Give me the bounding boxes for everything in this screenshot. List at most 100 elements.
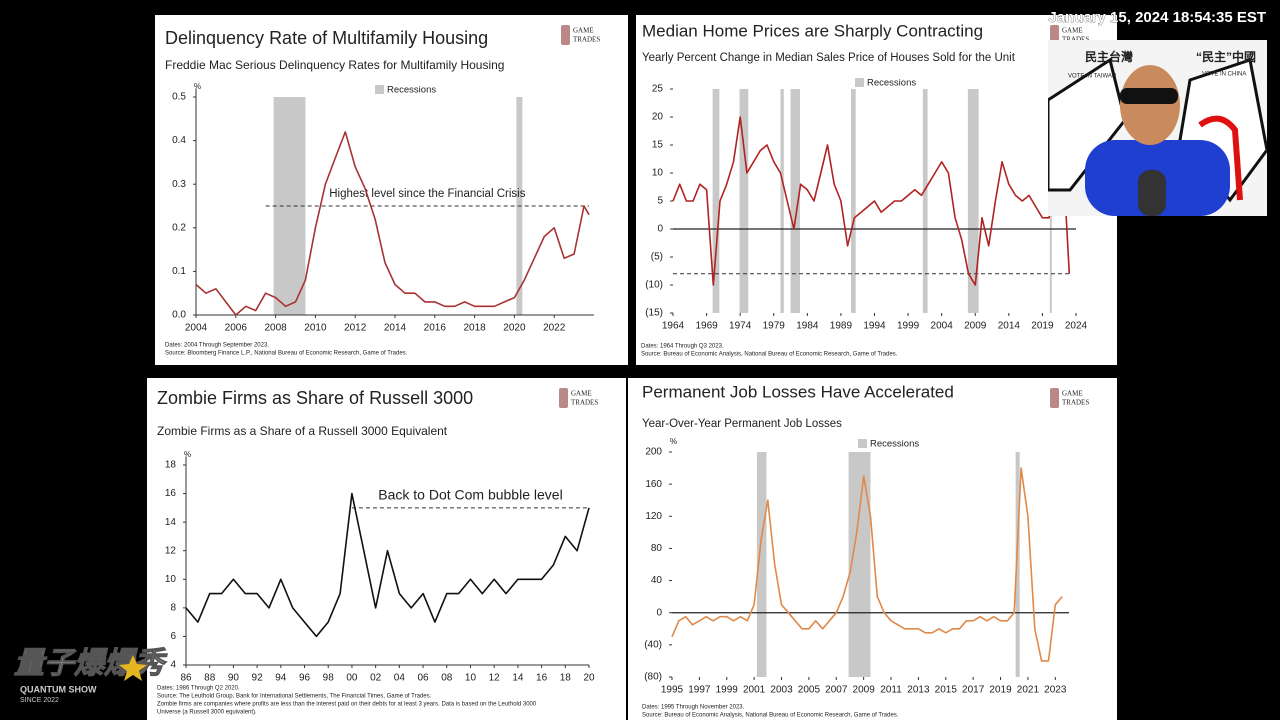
chart-note: Source: Bureau of Economic Analysis, Nat…: [641, 352, 898, 358]
y-tick-label: 0.4: [172, 135, 186, 146]
x-tick-label: 86: [180, 673, 192, 684]
logo-star: [119, 655, 147, 681]
y-unit: %: [194, 82, 201, 91]
legend-label: Recessions: [387, 85, 436, 96]
sunglasses: [1120, 88, 1178, 104]
chart: Zombie Firms as Share of Russell 3000 Zom…: [147, 378, 626, 720]
y-tick-label: 20: [652, 112, 664, 123]
logo-sub: SINCE 2022: [20, 697, 59, 704]
x-tick-label: 2014: [998, 321, 1021, 332]
x-tick-label: 1995: [661, 685, 684, 696]
poster-text: VOTE IN TAIWAN: [1068, 74, 1116, 80]
data-line: [195, 131, 590, 316]
chart-logo: TRADES: [571, 399, 598, 407]
chart-logo-icon: [1050, 388, 1059, 408]
recession-band: [756, 452, 767, 677]
x-tick-label: 06: [417, 673, 429, 684]
y-tick-label: (5): [651, 252, 663, 263]
x-tick-label: 1989: [830, 321, 853, 332]
chart-note: Dates: 1986 Through Q2 2020.: [157, 686, 240, 692]
data-line: [671, 467, 1063, 662]
y-tick-label: 0.2: [172, 222, 186, 233]
y-tick-label: 200: [645, 447, 662, 458]
chart-note: Source: Bureau of Economic Analysis, Nat…: [642, 713, 899, 719]
y-tick-label: 0.5: [172, 92, 186, 103]
x-tick-label: 2004: [185, 323, 208, 334]
chart-title: Permanent Job Losses Have Accelerated: [642, 382, 954, 401]
chart-subtitle: Yearly Percent Change in Median Sales Pr…: [642, 52, 1016, 64]
y-tick-label: (10): [645, 280, 663, 291]
recession-band: [848, 452, 871, 677]
y-tick-label: 15: [652, 140, 664, 151]
recession-band: [922, 89, 928, 313]
x-tick-label: 2023: [1044, 685, 1067, 696]
x-tick-label: 2019: [989, 685, 1012, 696]
y-tick-label: (80): [644, 672, 662, 683]
chart-note: Source: Bloomberg Finance L.P., National…: [165, 351, 408, 357]
microphone: [1138, 170, 1166, 216]
poster-text: 民主台灣: [1085, 49, 1133, 64]
x-tick-label: 02: [370, 673, 382, 684]
x-tick-label: 20: [583, 673, 595, 684]
chart-title: Median Home Prices are Sharply Contracti…: [642, 21, 983, 40]
y-tick-label: 160: [645, 479, 662, 490]
face: [1120, 65, 1180, 145]
x-tick-label: 2001: [743, 685, 766, 696]
x-tick-label: 2009: [853, 685, 876, 696]
x-tick-label: 2008: [264, 323, 287, 334]
x-tick-label: 2022: [543, 323, 566, 334]
show-logo: 量子爆爆秀 QUANTUM SHOW SINCE 2022: [14, 646, 169, 704]
x-tick-label: 2015: [935, 685, 958, 696]
x-tick-label: 1979: [763, 321, 786, 332]
legend-swatch: [858, 439, 867, 448]
chart-panel: [147, 378, 626, 720]
x-tick-label: 1964: [662, 321, 685, 332]
y-tick-label: 5: [657, 196, 663, 207]
x-tick-label: 2013: [907, 685, 930, 696]
chart-panel: [155, 15, 628, 365]
y-tick-label: 120: [645, 511, 662, 522]
recession-band: [739, 89, 749, 313]
legend-label: Recessions: [870, 439, 919, 450]
data-line: [185, 492, 590, 638]
x-tick-label: 2018: [463, 323, 486, 334]
x-tick-label: 2003: [770, 685, 793, 696]
chart-note: Zombie firms are companies where profits…: [157, 702, 537, 708]
y-unit: %: [184, 450, 191, 459]
chart-logo: GAME: [1062, 390, 1083, 398]
x-tick-label: 98: [323, 673, 335, 684]
chart-note: Dates: 2004 Through September 2023.: [165, 343, 269, 349]
chart-logo: TRADES: [1062, 36, 1089, 44]
y-tick-label: 0: [656, 607, 662, 618]
x-tick-label: 2006: [225, 323, 248, 334]
x-tick-label: 18: [560, 673, 572, 684]
legend-label: Recessions: [867, 78, 916, 89]
recession-band: [1015, 452, 1020, 677]
x-tick-label: 10: [465, 673, 477, 684]
x-tick-label: 14: [512, 673, 524, 684]
x-tick-label: 2012: [344, 323, 367, 334]
x-tick-label: 96: [299, 673, 311, 684]
x-tick-label: 90: [228, 673, 240, 684]
x-tick-label: 1994: [863, 321, 886, 332]
chart-note: Source: The Leuthold Group, Bank for Int…: [157, 694, 432, 700]
chart-logo: GAME: [571, 390, 592, 398]
x-tick-label: 2009: [964, 321, 987, 332]
chart: Permanent Job Losses Have Accelerated Yea…: [628, 378, 1117, 720]
x-tick-label: 1999: [897, 321, 920, 332]
data-line: [672, 116, 1071, 286]
y-tick-label: 16: [165, 488, 177, 499]
y-tick-label: 0.0: [172, 310, 186, 321]
x-tick-label: 1999: [716, 685, 739, 696]
logo-sub: QUANTUM SHOW: [20, 684, 97, 694]
recession-band: [712, 89, 720, 313]
x-tick-label: 04: [394, 673, 406, 684]
y-tick-label: 6: [170, 631, 176, 642]
y-tick-label: 18: [165, 460, 177, 471]
red-rope: [1198, 115, 1243, 201]
y-tick-label: 12: [165, 545, 177, 556]
y-tick-label: 25: [652, 84, 664, 95]
chart-logo-icon: [559, 388, 568, 408]
chart-note: Dates: 1995 Through November 2023.: [642, 705, 745, 711]
x-tick-label: 94: [275, 673, 287, 684]
